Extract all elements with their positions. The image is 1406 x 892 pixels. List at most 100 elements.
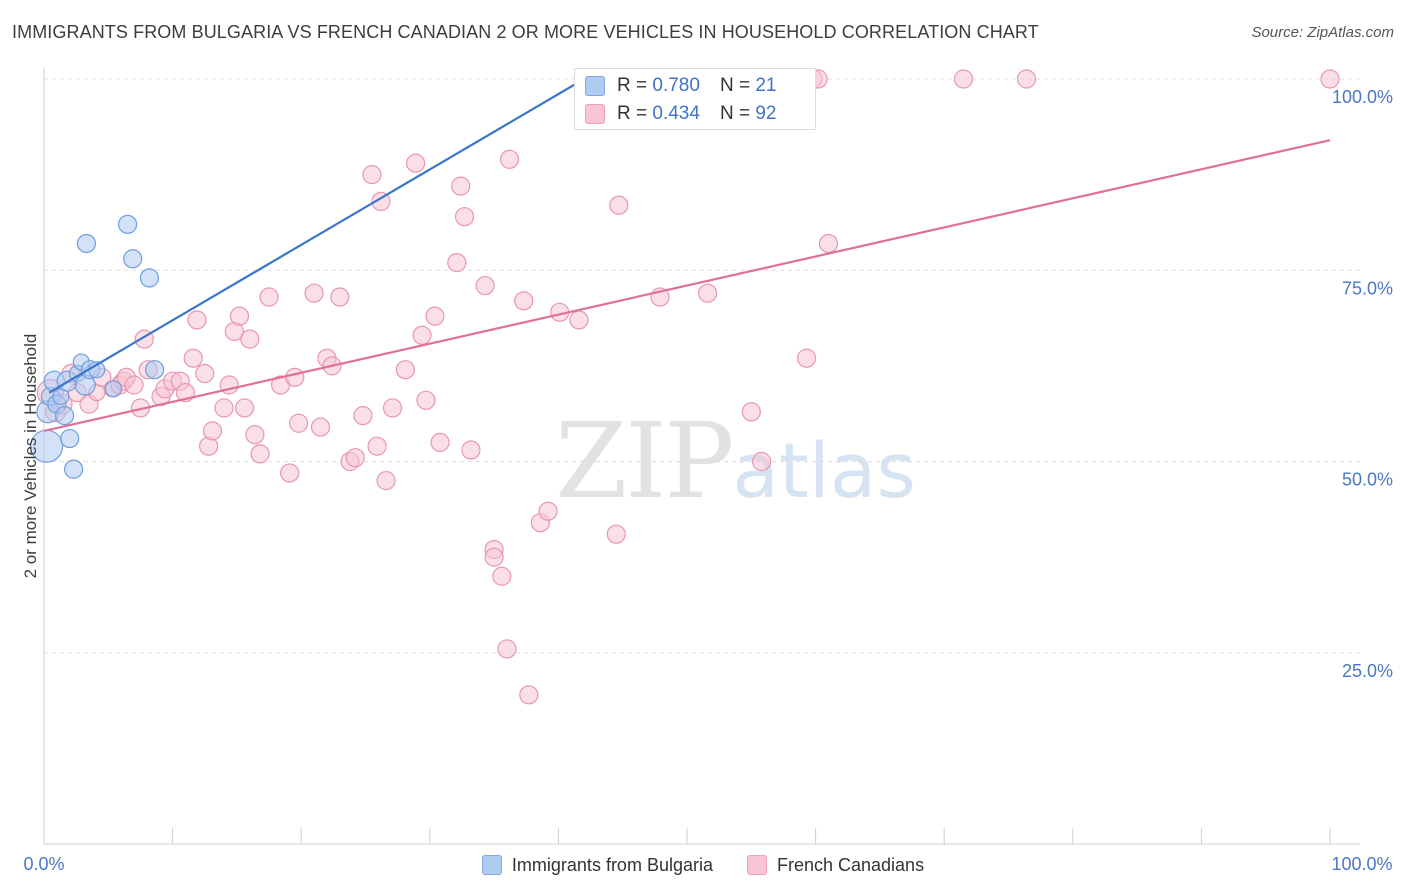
french-canadian-point [406, 153, 426, 173]
bulgaria-point [123, 249, 143, 269]
french-canadian-point [538, 501, 558, 521]
french-canadian-point [697, 283, 718, 303]
french-canadian-point [124, 375, 144, 395]
bulgaria-point [104, 380, 123, 398]
french-canadian-point [310, 417, 331, 437]
french-canadian-point [484, 547, 504, 567]
french-canadian-point [447, 253, 467, 273]
french-canadian-point [818, 233, 839, 254]
bulgaria-trendline [48, 78, 585, 394]
x-tick-label-start: 0.0% [23, 854, 64, 874]
legend-swatch-french [746, 855, 767, 875]
french-canadian-point [235, 398, 255, 418]
legend-item-bulgaria[interactable]: Immigrants from Bulgaria [481, 854, 713, 876]
bulgaria-point [144, 360, 165, 380]
stat-row-french: R = 0.434 N = 92 [585, 100, 776, 128]
french-canadian-point [609, 195, 629, 215]
legend-item-french[interactable]: French Canadians [746, 854, 925, 876]
french-canadian-point [461, 440, 481, 460]
french-canadian-point [606, 524, 626, 544]
french-canadian-point [183, 348, 203, 368]
french-canadian-point [250, 444, 270, 464]
bulgaria-point [117, 214, 138, 234]
french-canadian-point [304, 283, 324, 303]
french-canadian-point [499, 149, 520, 169]
french-canadian-point [796, 348, 817, 368]
french-r-label: R = [617, 103, 648, 124]
x-tick-label-end: 100.0% [1331, 854, 1392, 874]
french-canadian-point [454, 207, 475, 227]
bulgaria-point [60, 428, 80, 449]
trendlines [43, 78, 1331, 432]
french-canadian-point [289, 413, 309, 433]
bulgaria-r-label: R = [617, 75, 648, 96]
french-canadian-point [245, 425, 265, 445]
french-canadian-trendline [43, 139, 1331, 432]
french-canadian-point [1016, 69, 1037, 89]
y-tick-label: 25.0% [1342, 661, 1393, 681]
bulgaria-n-value: 21 [755, 75, 777, 96]
tick-labels: 25.0% 50.0% 75.0% 100.0% 0.0% 100.0% [23, 87, 1393, 874]
french-canadian-point [425, 306, 445, 326]
bulgaria-point [139, 268, 160, 288]
bulgaria-n-label: N = [719, 75, 751, 96]
bulgaria-points [29, 214, 165, 479]
axis-layer [43, 68, 1360, 845]
french-canadian-point [187, 310, 207, 330]
french-canadian-point [367, 436, 387, 456]
french-canadian-point [1320, 69, 1340, 89]
bulgaria-point [76, 233, 97, 254]
legend-swatch-bulgaria [481, 855, 502, 875]
bulgaria-point [54, 406, 75, 426]
french-canadian-point [569, 310, 589, 330]
french-canadian-point [416, 390, 436, 410]
bulgaria-swatch [585, 76, 605, 96]
french-canadians-points [36, 69, 1340, 705]
french-canadian-point [362, 165, 382, 185]
legend-label-french: French Canadians [776, 854, 925, 875]
stat-row-bulgaria: R = 0.780 N = 21 [585, 72, 776, 100]
french-canadian-point [430, 432, 450, 452]
french-canadian-point [280, 463, 300, 483]
y-tick-label: 50.0% [1342, 470, 1393, 490]
y-tick-label: 100.0% [1332, 87, 1393, 107]
y-axis-label: 2 or more Vehicles in Household [21, 334, 40, 579]
french-canadian-point [492, 566, 512, 586]
french-canadian-point [953, 69, 974, 89]
french-canadian-point [475, 275, 495, 296]
french-canadian-point [412, 325, 432, 345]
french-canadian-point [195, 363, 215, 384]
french-canadian-point [214, 398, 234, 418]
french-canadian-point [240, 329, 260, 349]
legend-label-bulgaria: Immigrants from Bulgaria [511, 854, 713, 875]
y-tick-label: 75.0% [1342, 278, 1393, 298]
french-canadian-point [376, 471, 396, 491]
french-canadian-point [371, 191, 391, 211]
french-canadian-point [285, 367, 305, 387]
source-credit: Source: ZipAtlas.com [1251, 24, 1394, 41]
french-canadian-point [514, 291, 534, 311]
french-canadian-point [229, 306, 250, 326]
french-canadian-point [259, 287, 279, 307]
french-canadian-point [382, 398, 403, 418]
french-canadian-point [497, 639, 517, 659]
watermark: ZIPatlas [555, 400, 916, 522]
french-r-value: 0.434 [652, 103, 700, 124]
french-n-value: 92 [755, 103, 777, 124]
correlation-legend-box: R = 0.780 N = 21 R = 0.434 N = 92 [574, 68, 816, 130]
bulgaria-r-value: 0.780 [652, 75, 700, 96]
french-canadian-point [345, 448, 365, 468]
french-canadian-point [353, 406, 373, 426]
bulgaria-point [63, 459, 84, 479]
french-canadian-point [519, 685, 539, 705]
french-canadian-point [741, 402, 761, 422]
french-canadian-point [395, 360, 415, 380]
grid-layer [44, 78, 1360, 654]
bottom-legend: Immigrants from Bulgaria French Canadian… [0, 851, 1406, 879]
french-canadian-point [751, 451, 772, 472]
french-swatch [585, 104, 605, 124]
french-canadian-point [202, 421, 223, 441]
french-canadian-point [330, 287, 350, 307]
french-n-label: N = [719, 103, 751, 124]
